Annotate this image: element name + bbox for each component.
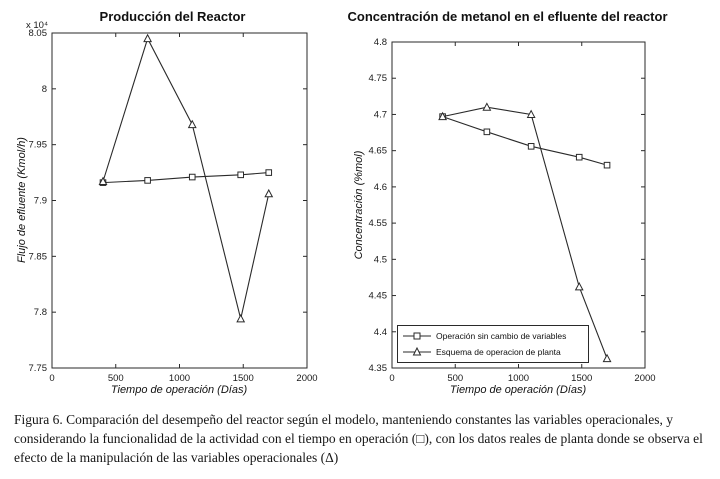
svg-text:7.75: 7.75 <box>29 363 48 374</box>
chart-legend: Operación sin cambio de variables Esquem… <box>397 325 589 363</box>
figure-caption: Figura 6. Comparación del desempeño del … <box>14 412 703 466</box>
svg-text:4.7: 4.7 <box>374 109 387 120</box>
chart-title: Concentración de metanol en el efluente … <box>347 9 668 24</box>
svg-text:7.9: 7.9 <box>34 196 47 207</box>
svg-text:1000: 1000 <box>169 373 190 384</box>
triangle-marker-icon <box>403 347 431 356</box>
svg-text:0: 0 <box>389 373 394 384</box>
svg-text:7.95: 7.95 <box>29 140 48 151</box>
svg-text:500: 500 <box>108 373 124 384</box>
svg-text:8: 8 <box>42 84 47 95</box>
methanol-concentration-chart-svg: 0 500 1000 1500 2000 4.35 4.4 4.45 4.5 4.55 4.6 4.6… <box>369 37 656 384</box>
svg-text:4.35: 4.35 <box>369 363 388 374</box>
svg-text:4.75: 4.75 <box>369 73 388 84</box>
svg-text:4.65: 4.65 <box>369 146 388 157</box>
svg-text:7.8: 7.8 <box>34 307 47 318</box>
svg-text:7.85: 7.85 <box>29 251 48 262</box>
svg-text:1500: 1500 <box>233 373 254 384</box>
legend-label: Operación sin cambio de variables <box>436 331 567 341</box>
svg-text:4.4: 4.4 <box>374 327 387 338</box>
chart-methanol-concentration: Concentración de metanol en el efluente … <box>345 5 670 405</box>
svg-text:2000: 2000 <box>296 373 317 384</box>
y-axis-scale-label: x 10⁴ <box>26 20 49 31</box>
square-marker-icon <box>403 332 431 340</box>
svg-text:1500: 1500 <box>571 373 592 384</box>
chart-reactor-production: Producción del Reactor x 10⁴ 0 500 1000 150… <box>10 5 335 405</box>
svg-text:4.5: 4.5 <box>374 254 387 265</box>
y-axis-label: Concentración (%mol) <box>353 150 365 260</box>
x-axis-label: Tiempo de operación (Días) <box>449 384 587 396</box>
reactor-production-chart-svg: 0 500 1000 1500 2000 7.75 7.8 7.85 7.9 7.95 8 8.05 <box>29 28 318 384</box>
svg-text:0: 0 <box>49 373 54 384</box>
legend-item-plant: Esquema de operacion de planta <box>402 344 584 360</box>
y-axis-label: Flujo de efluente (Kmol/h) <box>16 137 28 263</box>
svg-text:500: 500 <box>447 373 463 384</box>
svg-text:8.05: 8.05 <box>29 28 48 39</box>
svg-text:4.45: 4.45 <box>369 291 388 302</box>
svg-text:4.6: 4.6 <box>374 182 387 193</box>
chart-title: Producción del Reactor <box>99 9 246 24</box>
legend-item-model: Operación sin cambio de variables <box>402 328 584 344</box>
svg-text:1000: 1000 <box>508 373 529 384</box>
svg-text:2000: 2000 <box>634 373 655 384</box>
svg-text:4.8: 4.8 <box>374 37 387 48</box>
x-axis-label: Tiempo de operación (Días) <box>110 384 248 396</box>
svg-text:4.55: 4.55 <box>369 218 388 229</box>
legend-label: Esquema de operacion de planta <box>436 347 561 357</box>
